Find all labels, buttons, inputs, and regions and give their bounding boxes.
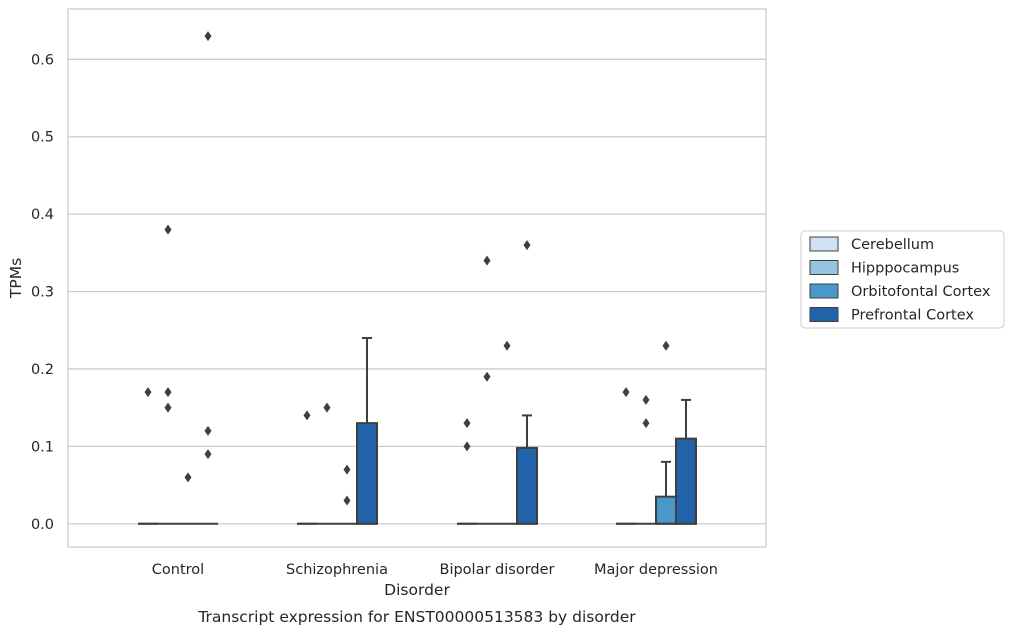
legend-label: Cerebellum [851,237,934,253]
box-body [356,422,378,525]
outlier-point [303,410,311,421]
y-tick-label: 0.5 [31,130,54,146]
y-tick-label: 0.2 [31,362,54,378]
box-body [655,495,677,525]
outlier-point [343,464,351,475]
y-axis-label: TPMs [7,258,25,299]
legend-label: Prefrontal Cortex [851,308,974,324]
box-3-3 [675,398,697,525]
outlier-point [204,449,212,460]
outlier-point [343,495,351,506]
legend-frame [800,230,1005,329]
y-tick-label: 0.4 [31,207,54,223]
outlier-point [323,402,331,413]
plot-frame [67,8,767,548]
x-tick-labels: Control Schizophrenia Bipolar disorder Majo… [152,562,718,578]
outlier-point [164,224,172,235]
legend-swatch [809,236,839,252]
outlier-point [662,340,670,351]
outlier-point [144,387,152,398]
box-body [516,446,538,525]
box-3-2 [655,460,677,525]
legend-swatch [809,283,839,299]
legend: Cerebellum Hipppocampus Orbitofontal Corte… [800,230,1005,329]
x-axis-label: Disorder [384,581,450,599]
outlier-point [164,387,172,398]
outlier-point [164,402,172,413]
x-tick-label: Bipolar disorder [440,562,555,578]
outlier-point [204,31,212,42]
outlier-point [642,394,650,405]
outliers [144,31,670,506]
outlier-point [184,472,192,483]
chart-title: Transcript expression for ENST0000051358… [197,608,636,626]
x-tick-label: Schizophrenia [286,562,388,578]
outlier-point [642,418,650,429]
legend-label: Orbitofontal Cortex [851,284,991,300]
box-1-3 [356,336,378,525]
legend-swatch [809,260,839,275]
outlier-point [622,387,630,398]
outlier-point [204,425,212,436]
outlier-point [483,255,491,266]
x-tick-label: Control [152,562,204,578]
outlier-point [463,441,471,452]
outlier-point [463,418,471,429]
outlier-point [523,240,531,251]
legend-swatch [809,307,839,322]
x-tick-label: Major depression [594,562,718,578]
y-tick-label: 0.0 [31,517,54,533]
boxes [138,336,697,525]
outlier-point [483,371,491,382]
box-2-3 [516,414,538,525]
y-tick-label: 0.6 [31,52,54,68]
box-body [675,437,697,525]
y-tick-labels: 0.0 0.1 0.2 0.3 0.4 0.5 0.6 [31,52,54,532]
legend-label: Hipppocampus [851,261,959,277]
y-tick-label: 0.3 [31,285,54,301]
y-tick-label: 0.1 [31,439,54,455]
outlier-point [503,340,511,351]
